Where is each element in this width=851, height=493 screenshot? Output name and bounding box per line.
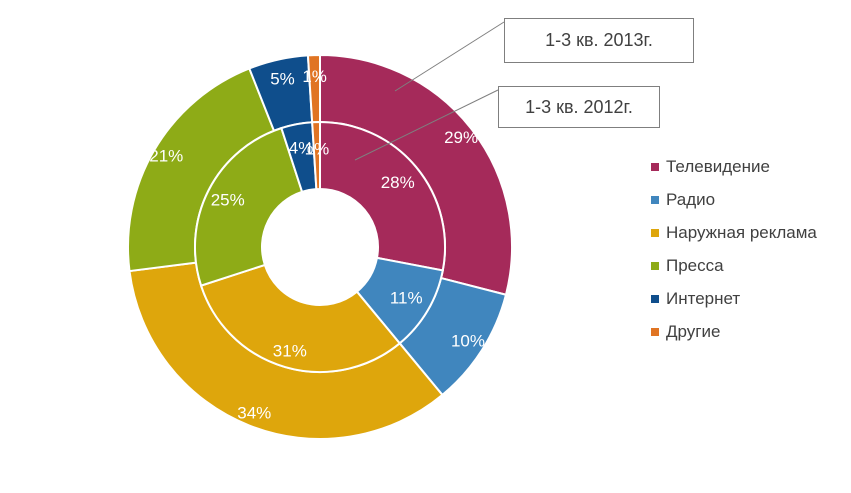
legend-label-tv: Телевидение — [666, 156, 770, 176]
slice-label-inner-press: 25% — [211, 190, 245, 209]
slice-inner-other — [311, 120, 321, 191]
slice-inner-tv — [319, 120, 446, 272]
legend-item-radio: Радио — [651, 183, 817, 216]
slice-label-inner-internet: 4% — [289, 138, 314, 157]
slice-inner-outdoor — [199, 263, 402, 373]
legend-item-press: Пресса — [651, 249, 817, 282]
legend-swatch-outdoor — [651, 228, 659, 237]
slice-label-inner-tv: 28% — [381, 173, 415, 192]
legend-swatch-internet — [651, 294, 659, 303]
callout-2012: 1-3 кв. 2012г. — [498, 86, 660, 128]
outer-ring-2013 — [127, 53, 513, 440]
legend-item-other: Другие — [651, 315, 817, 348]
inner-ring-2012 — [194, 120, 446, 373]
slice-label-inner-other: 1% — [305, 139, 330, 158]
legend-label-internet: Интернет — [666, 288, 741, 308]
slice-inner-press — [194, 126, 304, 287]
legend-item-outdoor: Наружная реклама — [651, 216, 817, 249]
slice-labels: 29%10%34%21%5% 1%28%11%31%25%4%1% — [149, 67, 485, 423]
legend-label-press: Пресса — [666, 255, 724, 275]
legend-item-tv: Телевидение — [651, 150, 817, 183]
legend-swatch-press — [651, 261, 659, 270]
legend-label-other: Другие — [666, 321, 721, 341]
callout-leader-outer — [394, 21, 505, 92]
slice-label-outer-press: 21% — [149, 147, 183, 166]
legend-swatch-tv — [651, 162, 659, 171]
legend-label-outdoor: Наружная реклама — [666, 222, 817, 242]
legend-item-internet: Интернет — [651, 282, 817, 315]
slice-label-inner-radio: 11% — [390, 289, 423, 308]
slice-label-outer-outdoor: 34% — [237, 404, 271, 423]
callout-leader-inner — [354, 89, 499, 161]
legend-label-radio: Радио — [666, 189, 716, 209]
slice-label-outer-other: 1% — [302, 67, 327, 86]
slice-label-outer-internet: 5% — [270, 70, 295, 89]
legend-swatch-other — [651, 327, 659, 336]
callout-2013: 1-3 кв. 2013г. — [504, 18, 694, 63]
slice-label-inner-outdoor: 31% — [273, 341, 307, 360]
slice-label-outer-tv: 29% — [444, 128, 478, 147]
legend-swatch-radio — [651, 195, 659, 204]
slice-label-outer-radio: 10% — [451, 331, 485, 350]
legend: Телевидение Радио Наружная реклама Пресс… — [651, 150, 817, 348]
